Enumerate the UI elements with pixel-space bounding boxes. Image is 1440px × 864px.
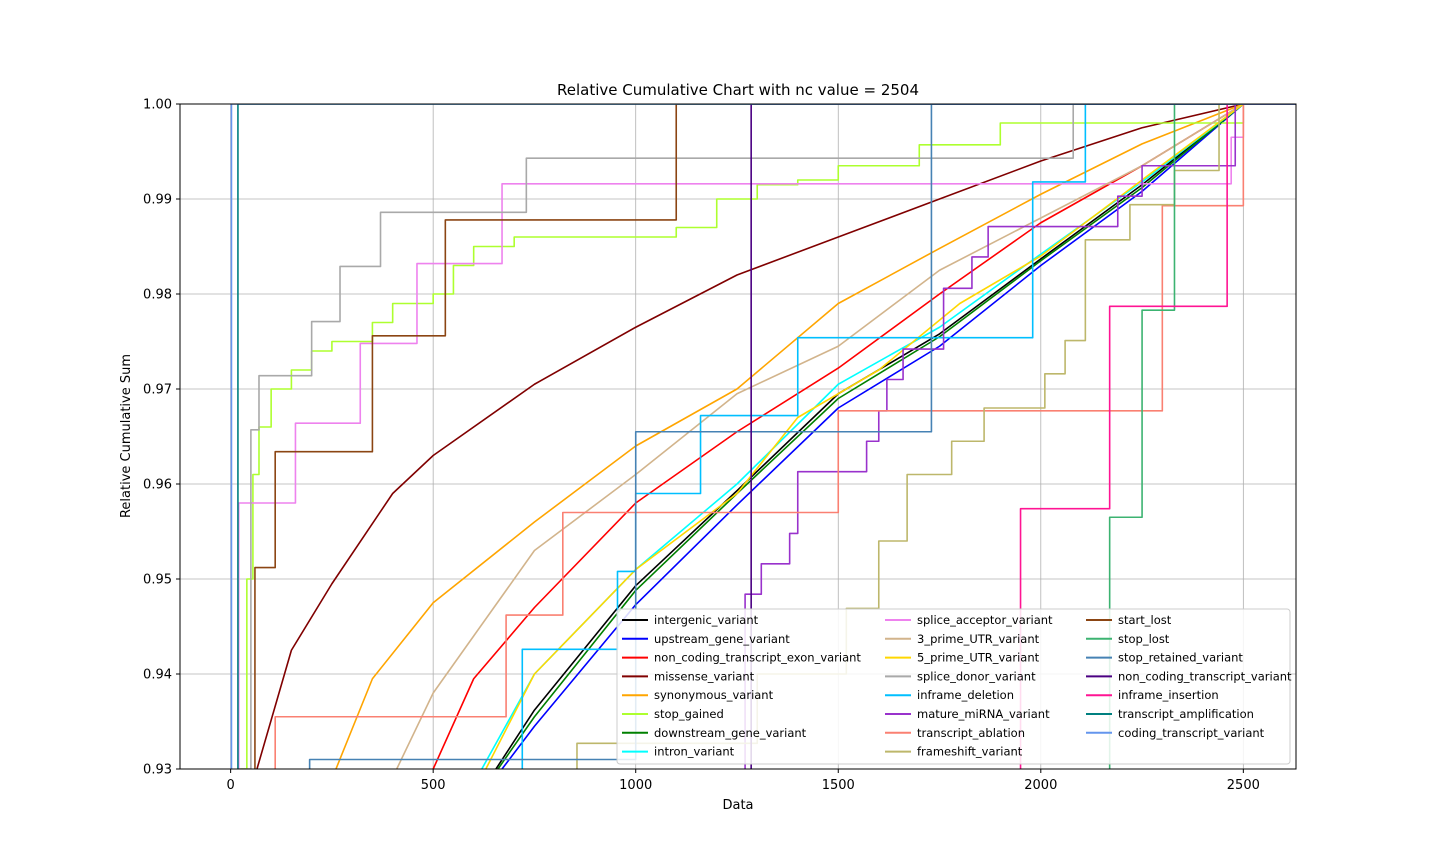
x-axis-label: Data [722, 798, 753, 813]
series-line-synonymous-variant [335, 104, 1244, 769]
plot-frame [179, 103, 1297, 770]
series-line-transcript-ablation [274, 104, 1296, 769]
series-line-downstream-gene-variant [497, 104, 1244, 769]
legend-label: upstream_gene_variant [654, 632, 790, 646]
series-line-upstream-gene-variant [501, 104, 1244, 769]
legend-label: non_coding_transcript_exon_variant [654, 651, 861, 665]
series-line-missense-variant [256, 104, 1244, 769]
series-line-start-lost [254, 104, 1296, 769]
legend-label: intron_variant [654, 745, 735, 759]
y-tick-label: 1.00 [143, 98, 172, 113]
x-tick-label: 1500 [822, 778, 855, 793]
legend-label: transcript_amplification [1118, 707, 1254, 721]
series-line-non-coding-transcript-exon-variant [432, 104, 1244, 769]
y-tick-label: 0.94 [143, 668, 172, 683]
series-line-inframe-deletion [521, 104, 1296, 769]
y-tick-label: 0.97 [143, 383, 172, 398]
series-line-stop-retained-variant [308, 104, 1296, 769]
legend-label: downstream_gene_variant [654, 726, 807, 740]
series-line-splice-donor-variant [238, 104, 1296, 769]
legend-label: coding_transcript_variant [1118, 726, 1265, 740]
legend: intergenic_variant upstream_gene_variantn… [616, 608, 1292, 765]
series-line-non-coding-transcript-variant [750, 104, 1296, 769]
x-tick-label: 2000 [1024, 778, 1057, 793]
series-line-coding-transcript-variant [230, 104, 1296, 769]
legend-label: frameshift_variant [917, 745, 1023, 759]
legend-label: non_coding_transcript_variant [1118, 669, 1292, 683]
y-axis: 0.93 0.94 0.95 0.96 0.97 0.98 0.99 1.00 [143, 98, 180, 778]
legend-label: stop_retained_variant [1118, 651, 1243, 665]
x-tick-label: 1000 [619, 778, 652, 793]
legend-label: inframe_insertion [1118, 688, 1219, 702]
series-line-stop-gained [239, 104, 1296, 769]
x-tick-label: 2500 [1227, 778, 1260, 793]
legend-label: synonymous_variant [654, 688, 774, 702]
legend-label: transcript_ablation [917, 726, 1025, 740]
series-line-transcript-amplification [237, 104, 1296, 769]
y-tick-label: 0.93 [143, 763, 172, 778]
legend-label: stop_gained [654, 707, 724, 721]
series-line-splice-acceptor-variant [237, 104, 1296, 769]
legend-label: 5_prime_UTR_variant [917, 651, 1040, 665]
legend-label: mature_miRNA_variant [917, 707, 1050, 721]
series-line-5-prime-UTR-variant [485, 104, 1244, 769]
legend-label: inframe_deletion [917, 688, 1014, 702]
series-line-mature-miRNA-variant [744, 104, 1296, 769]
legend-label: intergenic_variant [654, 613, 759, 627]
legend-label: start_lost [1118, 613, 1172, 627]
y-tick-label: 0.95 [143, 573, 172, 588]
series-line-inframe-insertion [1019, 104, 1296, 769]
x-axis: 0 500 1000 1500 2000 2500 [226, 769, 1260, 793]
legend-label: missense_variant [654, 669, 755, 683]
series-line-3-prime-UTR-variant [395, 104, 1244, 769]
series-lines [230, 104, 1296, 769]
y-tick-label: 0.98 [143, 288, 172, 303]
legend-label: stop_lost [1118, 632, 1170, 646]
series-line-stop-lost [1108, 104, 1296, 769]
legend-label: splice_donor_variant [917, 669, 1036, 683]
legend-box [616, 608, 1291, 765]
y-tick-label: 0.99 [143, 193, 172, 208]
chart-title: Relative Cumulative Chart with nc value … [557, 81, 919, 99]
legend-label: 3_prime_UTR_variant [917, 632, 1040, 646]
x-tick-label: 500 [421, 778, 446, 793]
y-axis-label: Relative Cumulative Sum [119, 354, 134, 518]
y-tick-label: 0.96 [143, 478, 172, 493]
x-tick-label: 0 [226, 778, 234, 793]
legend-label: splice_acceptor_variant [917, 613, 1053, 627]
